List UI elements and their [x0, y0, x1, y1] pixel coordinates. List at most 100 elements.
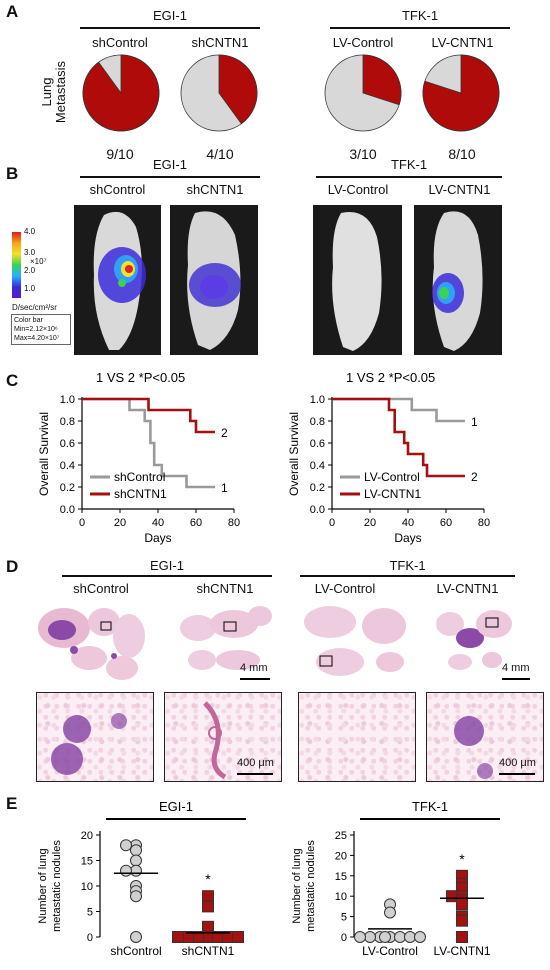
colorbar-exponent: ×10⁷: [30, 257, 47, 266]
panel-a-group-title-tfk1: TFK-1: [401, 8, 439, 23]
bioluminescence-image-lvcntn1: [414, 205, 502, 355]
pie-label-shcntn1: shCNTN1: [191, 35, 249, 50]
data-point: [130, 931, 142, 943]
data-point: [456, 898, 468, 911]
survival-line-shControl: [82, 397, 215, 489]
panel-a-ylabel-line2: Metastasis: [53, 60, 68, 124]
survival-chart-egi1: 1 VS 2 *P<0.05 0.0 0.2 0.4 0.6 0.8 1.0 0 20 40 60 8…: [37, 370, 240, 545]
panel-a-group-title-egi1: EGI-1: [153, 8, 187, 23]
y-tick-label: 0.2: [310, 482, 325, 494]
y-tick-label: 1.0: [60, 394, 75, 406]
chart-title: 1 VS 2 *P<0.05: [96, 370, 185, 385]
panel-a-ylabel: Lung Metastasis: [24, 50, 84, 130]
panel-b-group-title-tfk1: TFK-1: [390, 157, 428, 172]
zoom-scale-label-shcntn1: 400 μm: [237, 757, 274, 769]
x-tick-label: 60: [190, 517, 202, 529]
pie-label-lvcntn1: LV-CNTN1: [431, 35, 494, 50]
imaging-label-lvcntn1: LV-CNTN1: [428, 182, 491, 197]
data-point: [130, 844, 142, 857]
pie-chart-lvcontrol: [324, 54, 402, 132]
pie-slice-positive: [218, 54, 258, 125]
zoom-image-lvcontrol: [298, 692, 416, 782]
lung-section-shcontrol: [38, 608, 145, 680]
y-tick-label: 1.0: [310, 394, 325, 406]
x-tick-label: 0: [329, 517, 335, 529]
histology-label-shcntn1: shCNTN1: [196, 581, 254, 596]
category-label: shControl: [110, 944, 161, 958]
x-tick-label: 40: [402, 517, 414, 529]
data-point: [130, 864, 142, 877]
panel-label-a: A: [6, 2, 19, 21]
y-tick-label: 0.8: [60, 416, 75, 428]
x-axis-label: Days: [144, 531, 171, 545]
colorbar-ticks: 4.0 3.0 ×10⁷ 2.0 1.0: [24, 228, 46, 293]
data-point: [384, 906, 396, 919]
imaging-label-shcntn1: shCNTN1: [186, 182, 244, 197]
data-point: [232, 931, 244, 943]
panel-b-group-line-egi1: [80, 176, 260, 178]
legend-label: LV-CNTN1: [364, 487, 421, 501]
y-tick-label: 5: [87, 907, 93, 919]
x-tick-label: 20: [114, 517, 126, 529]
y-tick-label: 0.4: [60, 460, 75, 472]
data-point: [456, 931, 468, 943]
data-point: [456, 914, 468, 927]
pie-chart-shcntn1: [180, 54, 258, 132]
colorbar-legend-line1: Color bar: [14, 317, 43, 324]
nodule-chart-tfk1: TFK-1 0 5 10 15 20 25 Number of lung metastatic …: [291, 799, 500, 958]
survival-line-LV-CNTN1: [332, 397, 465, 478]
y-tick-label: 0: [341, 932, 347, 944]
colorbar-unit: D/sec/cm²/sr: [12, 303, 57, 312]
y-tick-label: 0.8: [310, 416, 325, 428]
series-end-label: 1: [471, 415, 478, 429]
data-point: [120, 839, 132, 852]
significance-star: *: [205, 871, 211, 887]
y-tick-label: 15: [335, 871, 347, 883]
y-tick-label: 25: [335, 830, 347, 842]
colorbar-tick-2: 2.0: [24, 266, 36, 275]
chart-title: 1 VS 2 *P<0.05: [346, 370, 435, 385]
nodule-chart-egi1: EGI-1 0 5 10 15 20 Number of lung metastatic no…: [37, 799, 246, 958]
panel-a-group-line-egi1: [80, 27, 260, 29]
x-tick-label: 80: [478, 517, 490, 529]
colorbar-legend-line3: Max=4.20×10⁷: [14, 335, 60, 342]
x-tick-label: 20: [364, 517, 376, 529]
panel-label-b: B: [6, 164, 19, 183]
panel-d-group-title-egi1: EGI-1: [150, 558, 184, 573]
data-point: [414, 931, 426, 943]
x-tick-label: 40: [152, 517, 164, 529]
colorbar-legend-line2: Min=2.12×10⁶: [14, 326, 58, 333]
imaging-label-lvcontrol: LV-Control: [327, 182, 389, 197]
legend-label: shCNTN1: [114, 487, 167, 501]
panel-label-d: D: [6, 557, 19, 576]
y-tick-label: 0: [87, 932, 93, 944]
y-tick-label: 0.4: [310, 460, 325, 472]
pie-ratio-shcontrol: 9/10: [106, 146, 134, 162]
chart-title: TFK-1: [412, 799, 448, 814]
zoom-scale-label-lvcntn1: 400 μm: [499, 757, 536, 769]
y-axis-label-line2: metastatic nodules: [305, 840, 317, 932]
bioluminescence-image-shcontrol: [74, 205, 161, 355]
zoom-scale-bar-shcntn1: [237, 773, 273, 775]
histology-label-lvcntn1: LV-CNTN1: [436, 581, 499, 596]
y-tick-label: 0.2: [60, 482, 75, 494]
survival-line-shCNTN1: [82, 397, 215, 434]
lung-section-lvcntn1: [436, 610, 512, 670]
pie-chart-shcontrol: [82, 54, 160, 132]
x-tick-label: 0: [79, 517, 85, 529]
y-axis-label: Number of lung metastatic nodules: [291, 840, 317, 932]
data-point: [202, 900, 214, 913]
data-point: [202, 890, 214, 903]
bioluminescence-image-lvcontrol: [313, 205, 402, 355]
y-axis-label: Overall Survival: [37, 412, 51, 496]
pie-chart-lvcntn1: [422, 54, 500, 132]
y-axis-label: Number of lung metastatic nodules: [37, 840, 63, 932]
lung-section-lvcontrol: [304, 606, 406, 676]
category-label: LV-CNTN1: [433, 944, 490, 958]
colorbar-tick-3: 3.0: [24, 248, 36, 257]
zoom-image-lvcntn1: 400 μm: [426, 692, 544, 782]
survival-line-LV-Control: [332, 397, 465, 423]
data-point: [404, 931, 416, 943]
lung-section-shcntn1: [180, 606, 272, 670]
pie-slice-positive: [82, 54, 160, 132]
